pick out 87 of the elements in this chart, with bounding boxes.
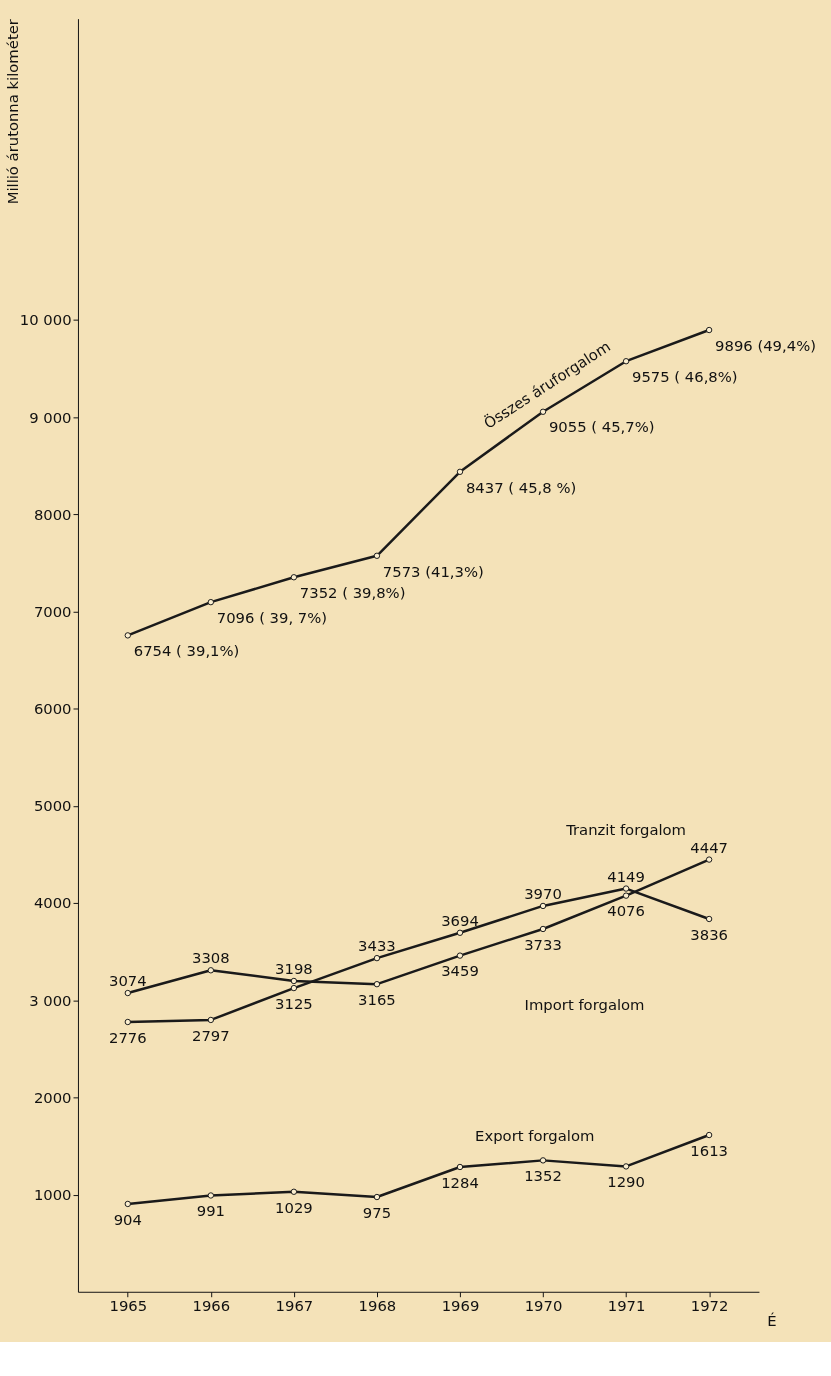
data-label: 4076	[607, 902, 645, 920]
data-label: 8437 ( 45,8 %)	[465, 478, 577, 496]
x-tick-label: 1969	[441, 1297, 480, 1315]
data-label: 3165	[358, 990, 396, 1008]
y-tick-label: 10 000	[19, 311, 72, 329]
point	[705, 856, 713, 863]
point	[622, 892, 630, 899]
data-label: 3125	[275, 994, 313, 1012]
data-label: 3198	[275, 960, 313, 978]
x-tick-label: 1971	[607, 1297, 646, 1315]
x-tick-label: 1970	[524, 1297, 563, 1315]
point	[373, 552, 381, 559]
data-label: 3459	[441, 962, 479, 980]
y-tick-label: 7000	[33, 602, 72, 620]
x-tick-label: 1967	[275, 1297, 314, 1315]
point	[373, 1193, 381, 1201]
data-label: 7096 ( 39, 7%)	[216, 608, 328, 626]
data-label: 2797	[192, 1026, 230, 1044]
data-label: 3308	[192, 949, 230, 967]
data-label: 3694	[441, 911, 479, 929]
point	[456, 468, 464, 476]
point	[539, 408, 547, 415]
y-tick-label: 5000	[33, 797, 72, 815]
y-tick-label: 4000	[33, 894, 72, 912]
y-axis-title: Millió árutonna kilométer	[4, 18, 22, 205]
point	[124, 632, 131, 639]
data-label: 1284	[441, 1173, 479, 1191]
x-tick-label: 1966	[192, 1297, 231, 1315]
data-label: 3970	[524, 885, 562, 903]
point	[456, 952, 464, 959]
data-label: 1352	[524, 1167, 562, 1185]
data-label: 1029	[275, 1198, 313, 1216]
point	[207, 967, 215, 974]
data-label: 9575 ( 46,8%)	[632, 367, 738, 385]
point	[622, 358, 630, 365]
point	[705, 326, 713, 334]
data-label: 4447	[690, 838, 728, 856]
data-label: 9055 ( 45,7%)	[548, 418, 655, 436]
x-axis-title: É	[767, 1311, 777, 1329]
data-label: 3433	[358, 937, 396, 955]
annotation: Import forgalom	[524, 996, 645, 1014]
x-tick-label: 1972	[690, 1297, 729, 1315]
x-tick-label: 1968	[358, 1297, 397, 1315]
point	[290, 977, 298, 985]
data-label: 991	[196, 1202, 225, 1220]
data-label: 1613	[690, 1141, 728, 1159]
annotation: Tranzit forgalom	[565, 821, 687, 839]
point	[207, 1192, 215, 1199]
data-label: 3733	[524, 935, 562, 953]
data-label: 904	[113, 1210, 142, 1228]
point	[373, 954, 381, 962]
data-label: 7573 (41,3%)	[382, 562, 484, 580]
data-label: 9896 (49,4%)	[715, 336, 816, 354]
data-label: 2776	[108, 1028, 147, 1046]
point	[207, 598, 215, 606]
y-tick-label: 2000	[33, 1088, 72, 1106]
point	[539, 1157, 547, 1164]
data-label: 975	[362, 1203, 392, 1221]
point	[290, 984, 298, 992]
y-tick-label: 6000	[33, 700, 72, 718]
point	[207, 1016, 215, 1024]
annotation: Export forgalom	[475, 1127, 595, 1145]
point	[705, 1131, 713, 1139]
point	[539, 902, 547, 910]
point	[622, 1163, 630, 1170]
point	[456, 1163, 464, 1171]
y-tick-label: 3 000	[29, 991, 72, 1009]
point	[290, 574, 298, 581]
data-label: 3074	[108, 972, 147, 990]
data-label: 7352 ( 39,8%)	[299, 583, 406, 601]
point	[124, 1018, 131, 1026]
point	[539, 925, 547, 933]
data-label: 1290	[607, 1173, 645, 1191]
data-label: 4149	[607, 867, 645, 885]
point	[124, 1200, 131, 1208]
point	[373, 980, 381, 988]
point	[290, 1188, 298, 1195]
point	[622, 885, 630, 892]
y-tick-label: 9 000	[29, 408, 72, 426]
point	[124, 989, 131, 997]
y-tick-label: 8000	[33, 505, 72, 523]
data-label: 3836	[690, 925, 728, 943]
data-label: 6754 ( 39,1%)	[133, 642, 240, 660]
point	[456, 929, 464, 936]
point	[705, 915, 713, 923]
y-tick-label: 1000	[33, 1186, 72, 1204]
x-tick-label: 1965	[109, 1297, 148, 1315]
